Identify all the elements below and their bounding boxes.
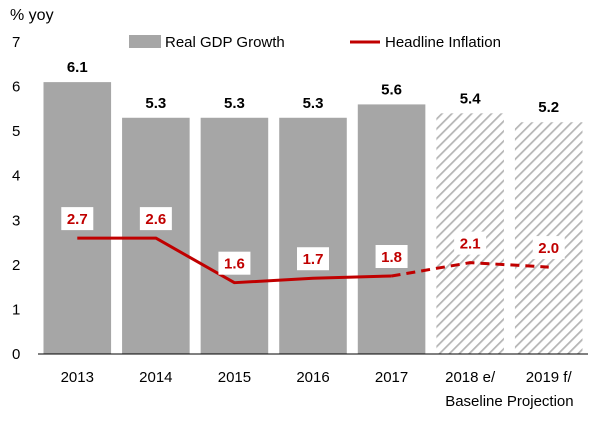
- inflation-label-text: 2.7: [67, 211, 88, 228]
- x-axis: 2013 2014 2015 2016 2017 2018 e/2019 f/: [61, 369, 573, 386]
- inflation-value-label: 1.7: [297, 247, 329, 271]
- bar-series: [43, 82, 583, 355]
- inflation-label-box: [297, 247, 329, 271]
- inflation-line-projected: [391, 261, 549, 278]
- inflation-label-box: [61, 207, 94, 231]
- x-axis-projection-note: Baseline Projection: [445, 393, 573, 410]
- bar-value-label: 5.2: [538, 99, 559, 116]
- x-tick-label: 2013: [61, 369, 94, 386]
- bar-value-label: 5.6: [381, 81, 402, 98]
- inflation-label-text: 2.1: [460, 236, 481, 253]
- x-tick-label: 2019 f/: [526, 369, 573, 386]
- x-tick-label: 2014: [139, 369, 172, 386]
- bar-gdp-2016: [279, 117, 347, 355]
- bar-value-label: 5.4: [460, 90, 482, 107]
- x-tick-label: 2018 e/: [445, 369, 496, 386]
- bar-gdp-2017: [357, 104, 426, 355]
- inflation-label-text: 1.8: [381, 249, 402, 266]
- line-series: [77, 236, 549, 285]
- y-tick-label: 2: [12, 257, 20, 274]
- x-tick-label: 2016: [296, 369, 329, 386]
- y-tick-label: 6: [12, 79, 20, 96]
- inflation-label-box: [454, 231, 487, 255]
- inflation-value-label: 1.6: [218, 251, 251, 275]
- legend-swatch-gdp: [129, 35, 161, 48]
- inflation-label-text: 1.6: [224, 256, 245, 273]
- inflation-label-box: [375, 245, 408, 268]
- inflation-line-actual: [77, 236, 392, 285]
- line-data-labels: 2.7 2.6 1.6 1.7 1.8 2.1 2.0: [61, 207, 565, 275]
- bar-data-labels: 6.1 5.3 5.3 5.3 5.6 5.4 5.2: [67, 59, 559, 116]
- y-axis-unit: % yoy: [10, 7, 54, 24]
- inflation-value-label: 2.1: [454, 231, 487, 255]
- y-tick-label: 4: [12, 168, 20, 185]
- bar-gdp-2015: [200, 117, 269, 355]
- x-tick-label: 2017: [375, 369, 408, 386]
- legend: Real GDP Growth Headline Inflation: [129, 34, 501, 51]
- y-tick-label: 5: [12, 123, 20, 140]
- inflation-label-box: [139, 207, 172, 231]
- y-tick-label: 3: [12, 212, 20, 229]
- bar-gdp-2014: [122, 117, 190, 355]
- x-tick-label: 2015: [218, 369, 251, 386]
- y-tick-label: 7: [12, 34, 20, 51]
- inflation-label-box: [532, 236, 565, 260]
- y-axis: 0 1 2 3 4 5 6 7: [12, 34, 20, 363]
- inflation-value-label: 2.6: [139, 207, 172, 231]
- inflation-label-text: 2.6: [145, 211, 166, 228]
- y-tick-label: 1: [12, 301, 20, 318]
- inflation-value-label: 2.0: [532, 236, 565, 260]
- legend-label-inflation: Headline Inflation: [385, 34, 501, 51]
- inflation-value-label: 1.8: [375, 245, 408, 268]
- y-tick-label: 0: [12, 346, 20, 363]
- inflation-label-text: 1.7: [303, 251, 324, 268]
- bar-value-label: 6.1: [67, 59, 88, 76]
- bar-value-label: 5.3: [145, 95, 166, 112]
- inflation-value-label: 2.7: [61, 207, 94, 231]
- bar-value-label: 5.3: [303, 95, 324, 112]
- inflation-label-text: 2.0: [538, 240, 559, 257]
- legend-label-gdp: Real GDP Growth: [165, 34, 285, 51]
- inflation-label-box: [218, 251, 251, 275]
- bar-value-label: 5.3: [224, 95, 245, 112]
